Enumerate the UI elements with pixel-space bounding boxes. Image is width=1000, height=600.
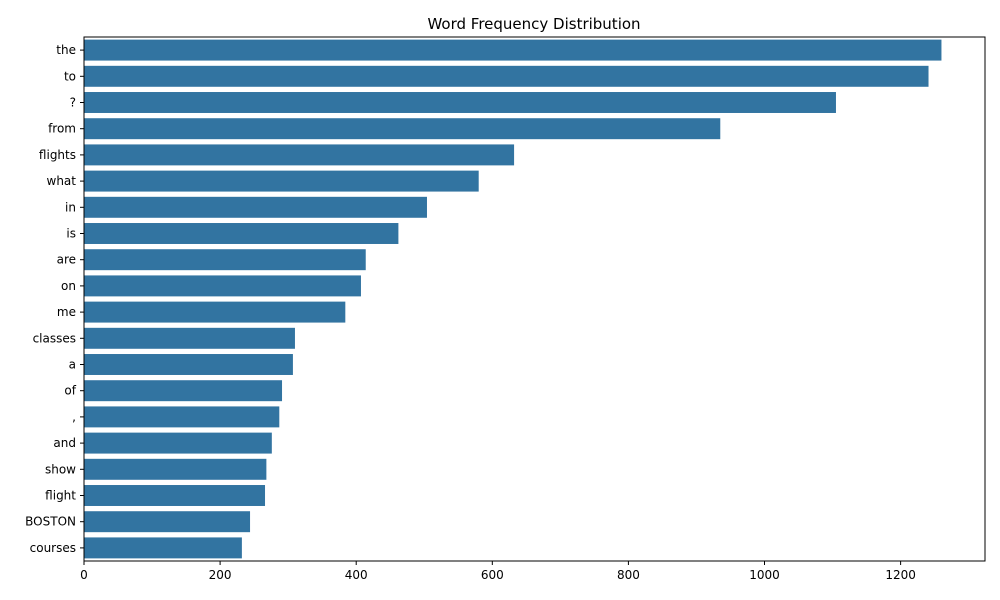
y-tick-label: of: [64, 384, 76, 398]
y-tick-label: to: [64, 69, 76, 83]
bar-13: [84, 380, 283, 402]
bar-17: [84, 485, 266, 506]
x-tick-label: 600: [481, 568, 504, 582]
y-tick-label: and: [53, 436, 76, 450]
bar-15: [84, 432, 272, 454]
y-tick-label: BOSTON: [25, 515, 76, 529]
y-tick-label: on: [61, 279, 76, 293]
bar-19: [84, 537, 242, 559]
y-tick-label: courses: [30, 541, 76, 555]
y-tick-label: classes: [33, 331, 76, 345]
x-tick-label: 200: [209, 568, 232, 582]
bars-layer: [84, 39, 942, 559]
y-tick-label: are: [57, 253, 76, 267]
bar-0: [84, 39, 942, 61]
chart-title: Word Frequency Distribution: [427, 15, 640, 33]
y-tick-label: me: [57, 305, 76, 319]
bar-2: [84, 92, 836, 113]
x-tick-label: 0: [80, 568, 88, 582]
x-axis: 0 200 400 600 800 1000 1200: [80, 561, 916, 582]
bar-6: [84, 196, 427, 218]
bar-7: [84, 223, 399, 244]
bar-5: [84, 170, 479, 192]
x-tick-label: 1200: [885, 568, 916, 582]
bar-14: [84, 406, 280, 428]
bar-11: [84, 327, 295, 349]
y-tick-label: flights: [39, 148, 76, 162]
y-axis: the to? from flights what in is are on me classes a…: [25, 43, 84, 555]
x-tick-label: 1000: [749, 568, 780, 582]
y-tick-label: flight: [45, 489, 76, 503]
bar-12: [84, 354, 293, 375]
y-tick-label: the: [56, 43, 76, 57]
bar-8: [84, 249, 366, 271]
y-tick-label: in: [65, 200, 76, 214]
plot-frame: [83, 36, 986, 562]
bar-3: [84, 118, 721, 140]
y-tick-label: ,: [72, 410, 76, 424]
x-tick-label: 800: [617, 568, 640, 582]
bar-1: [84, 65, 929, 87]
bar-16: [84, 458, 267, 480]
y-tick-label: ?: [70, 96, 76, 110]
y-tick-label: what: [47, 174, 77, 188]
bar-9: [84, 275, 361, 297]
bar-10: [84, 301, 346, 323]
bar-4: [84, 144, 515, 166]
y-tick-label: a: [69, 358, 76, 372]
y-tick-label: is: [66, 227, 76, 241]
x-tick-label: 400: [345, 568, 368, 582]
bar-18: [84, 511, 251, 533]
y-tick-label: from: [48, 122, 76, 136]
y-tick-label: show: [45, 462, 76, 476]
